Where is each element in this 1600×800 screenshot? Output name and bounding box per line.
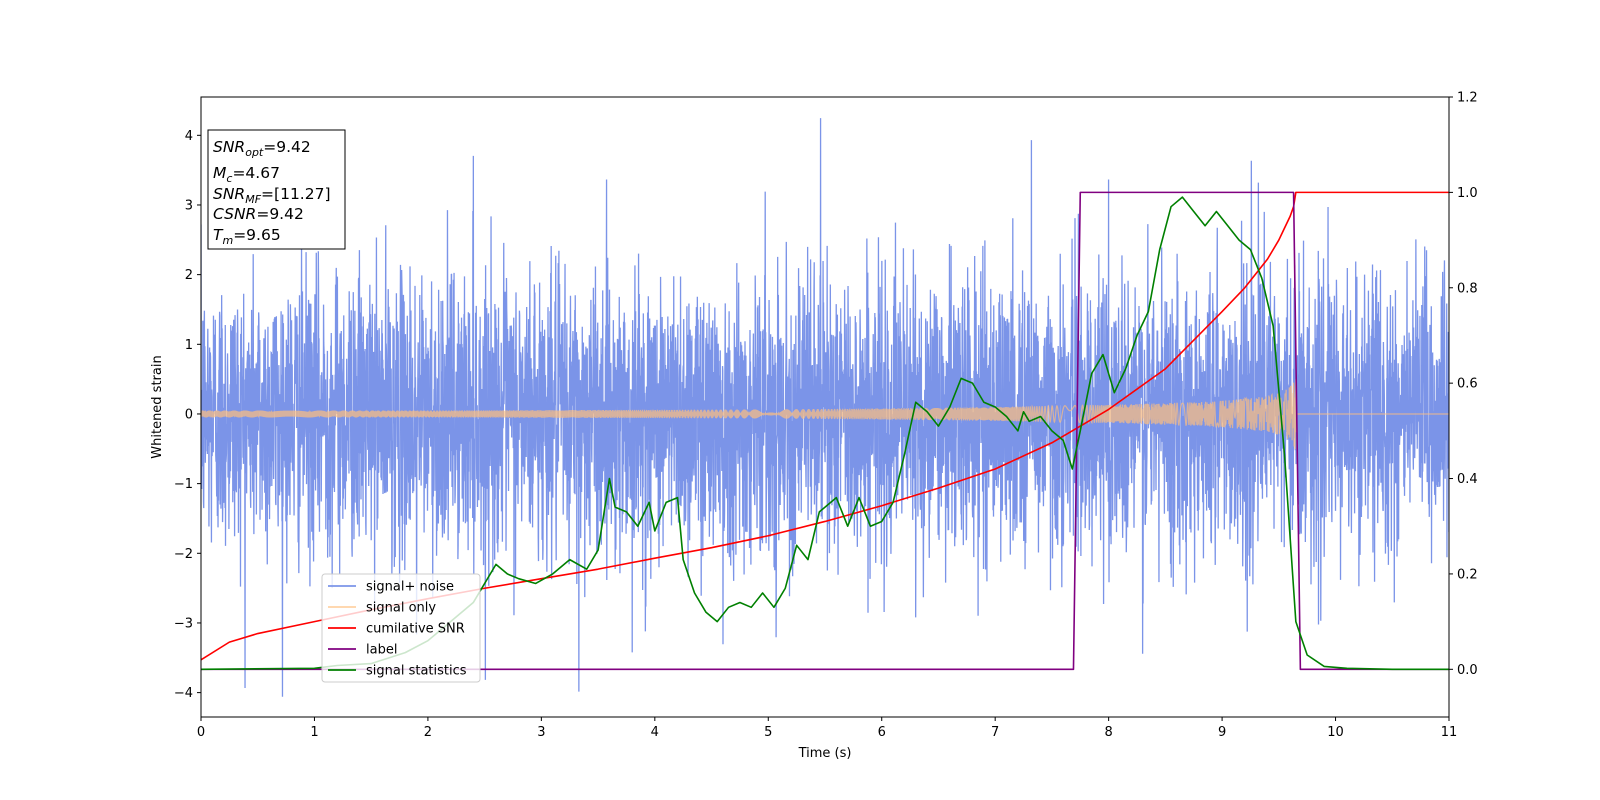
mc-main: M xyxy=(213,164,226,182)
x-tick-label: 2 xyxy=(424,725,432,740)
y-left-tick-label: −2 xyxy=(174,547,193,562)
snr-mf-sub: MF xyxy=(245,193,261,206)
series-signal-noise-line xyxy=(201,118,1449,697)
csnr-value: =9.42 xyxy=(256,205,304,223)
legend-frame xyxy=(321,573,481,683)
y-right-tick-label: 1.2 xyxy=(1457,91,1478,106)
y-left-tick-label: 4 xyxy=(185,129,193,144)
x-tick-label: 3 xyxy=(537,725,545,740)
plot-frame xyxy=(200,96,1450,718)
snr-opt-sub: opt xyxy=(245,146,264,159)
mc-value: =4.67 xyxy=(232,164,280,182)
x-tick-label: 5 xyxy=(764,725,772,740)
x-tick-label: 1 xyxy=(310,725,318,740)
snr-opt-main: SNR xyxy=(213,138,245,156)
annotation-snr-mf: SNRMF=[11.27] xyxy=(213,185,331,206)
tm-main: T xyxy=(213,226,224,244)
y-right-tick-label: 0.6 xyxy=(1457,377,1478,392)
x-tick-label: 9 xyxy=(1218,725,1226,740)
legend-label: signal only xyxy=(366,601,436,616)
x-axis-label: Time (s) xyxy=(798,746,852,761)
series-label-line xyxy=(201,191,1449,671)
y-left-tick-label: −3 xyxy=(174,616,193,631)
y-left-tick-label: −1 xyxy=(174,477,193,492)
y-right-tick-label: 1.0 xyxy=(1457,186,1478,201)
legend-label: signal statistics xyxy=(366,664,467,679)
axes: 0 1 2 3 4 5 6 7 8 9 10 11 −4 −3 −2 −1 0 1 2 3 4 0.0 0.2 0.4 0.6 0… xyxy=(174,91,1478,741)
y-right-tick-label: 0.0 xyxy=(1457,663,1478,678)
x-tick-label: 10 xyxy=(1327,725,1344,740)
y-left-tick-label: 1 xyxy=(185,338,193,353)
annotation-mc: Mc=4.67 xyxy=(213,164,280,185)
series-signal-only-line xyxy=(201,378,1449,450)
tm-value: =9.65 xyxy=(233,226,281,244)
annotation-csnr: CSNR=9.42 xyxy=(213,205,304,223)
legend-label: label xyxy=(366,643,397,658)
x-tick-label: 11 xyxy=(1441,725,1458,740)
y-right-tick-label: 0.2 xyxy=(1457,567,1478,582)
annotation-snr-opt: SNRopt=9.42 xyxy=(213,138,311,159)
y-left-tick-label: 0 xyxy=(185,407,193,422)
csnr-main: CSNR xyxy=(213,205,256,223)
y-right-tick-label: 0.4 xyxy=(1457,472,1478,487)
y-left-tick-label: −4 xyxy=(174,686,193,701)
y-left-tick-label: 2 xyxy=(185,268,193,283)
y-left-tick-label: 3 xyxy=(185,198,193,213)
x-tick-label: 7 xyxy=(991,725,999,740)
x-tick-label: 4 xyxy=(651,725,659,740)
y-right-tick-label: 0.8 xyxy=(1457,281,1478,296)
annotation-frame xyxy=(207,129,346,250)
series-signal-statistics-line xyxy=(201,196,1449,671)
snr-opt-value: =9.42 xyxy=(263,138,311,156)
x-tick-label: 6 xyxy=(878,725,886,740)
x-tick-label: 0 xyxy=(197,725,205,740)
annotation-tm: Tm=9.65 xyxy=(213,226,281,247)
x-tick-label: 8 xyxy=(1104,725,1112,740)
mc-sub: c xyxy=(226,172,232,185)
y-axis-label: Whitened strain xyxy=(150,355,165,458)
snr-mf-value: =[11.27] xyxy=(261,185,330,203)
annotation-box: SNRopt=9.42 Mc=4.67 SNRMF=[11.27] CSNR=9… xyxy=(207,129,346,250)
legend-label: signal+ noise xyxy=(366,580,454,595)
legend: signal+ noise signal only cumilative SNR la… xyxy=(321,573,481,683)
tm-sub: m xyxy=(222,234,233,247)
legend-label: cumilative SNR xyxy=(366,622,465,637)
snr-mf-main: SNR xyxy=(213,185,245,203)
